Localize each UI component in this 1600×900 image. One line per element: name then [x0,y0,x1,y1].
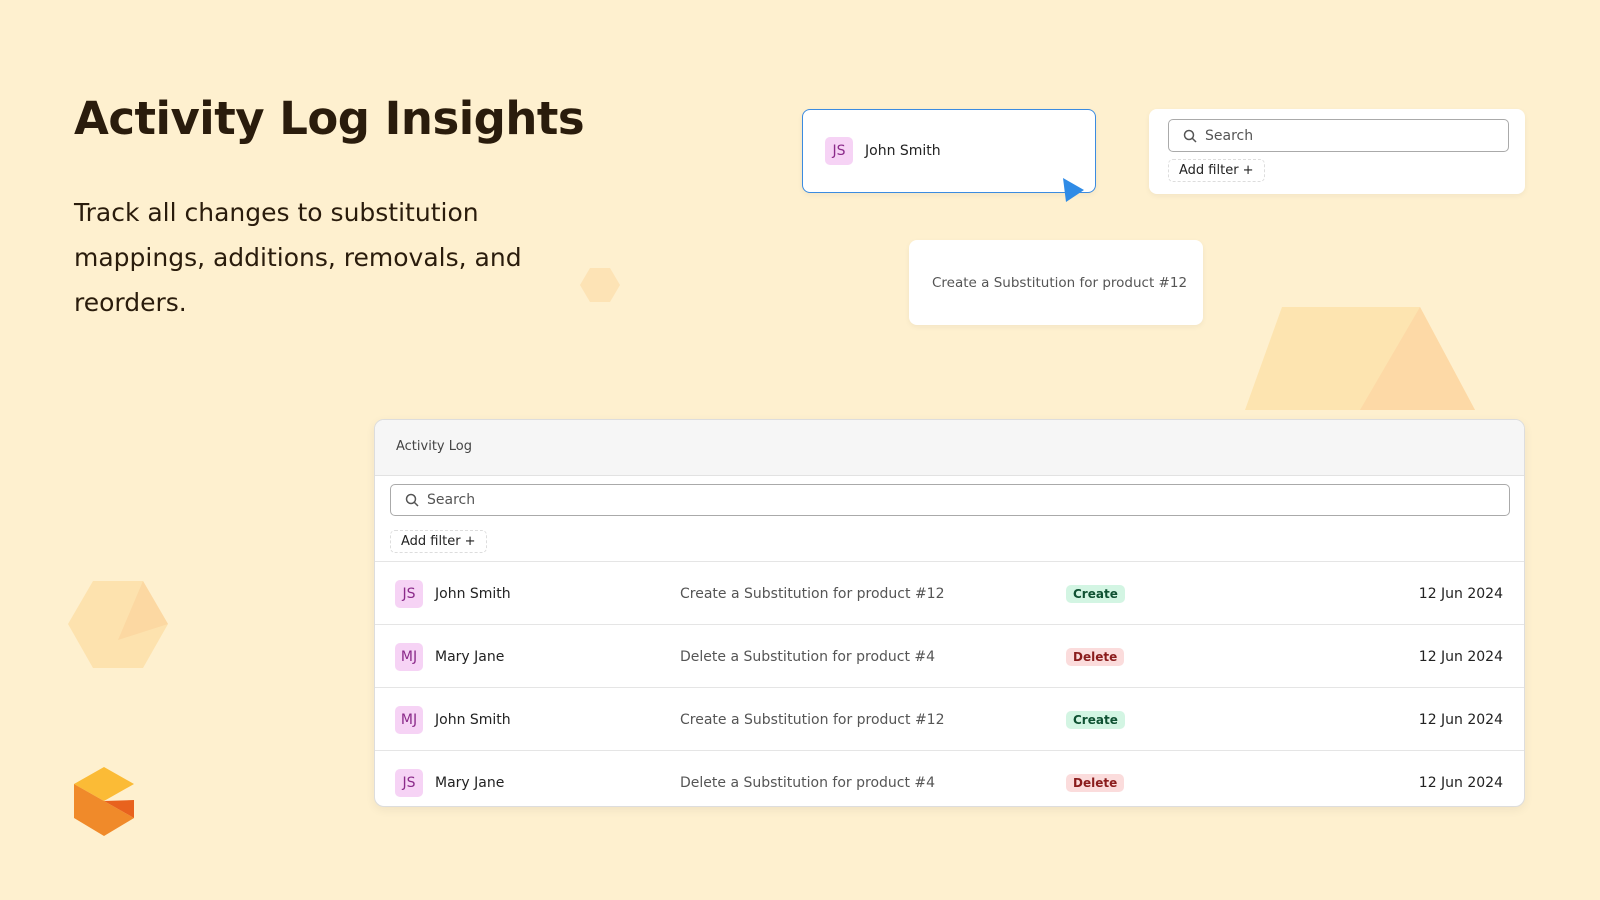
avatar: MJ [395,705,423,734]
action-text: Create a Substitution for product #12 [680,711,945,728]
log-row[interactable]: MJ Mary Jane Delete a Substitution for pro… [375,624,1524,688]
avatar: MJ [395,642,423,671]
action-text: Create a Substitution for product #12 [932,274,1188,291]
add-filter[interactable]: Add filter + [1168,159,1265,182]
cursor [1063,178,1084,202]
user-name: John Smith [865,143,941,159]
search-input[interactable]: Search [390,484,1510,516]
shape [1360,307,1475,410]
date: 12 Jun 2024 [1418,774,1503,791]
title: Activity Log Insights [74,92,585,145]
user-name: John Smith [435,711,511,728]
avatar: JS [395,579,423,608]
action-text: Delete a Substitution for product #4 [680,774,936,791]
hexagon-face [118,581,168,640]
add-filter[interactable]: Add filter + [390,530,487,553]
search-placeholder: Search [427,492,476,508]
avatar: JS [825,137,853,165]
log-row[interactable]: MJ John Smith Create a Substitution for pr… [375,687,1524,751]
log-title: Activity Log [396,439,472,454]
subtitle: Track all changes to substitution mappin… [74,198,522,317]
user-card[interactable]: JS John Smith [802,109,1096,193]
action-card: Create a Substitution for product #12 [909,240,1203,325]
date: 12 Jun 2024 [1418,711,1503,728]
action-text: Create a Substitution for product #12 [680,585,945,602]
log-row[interactable]: JS John Smith Create a Substitution for pr… [375,561,1524,625]
hexagon [580,268,620,302]
action-text: Delete a Substitution for product #4 [680,648,936,665]
search-placeholder: Search [1205,127,1254,144]
log-row[interactable]: JS Mary Jane Delete a Substitution for pro… [375,750,1524,806]
logo [104,800,134,818]
type-badge: Create [1066,710,1125,729]
type-badge: Delete [1066,647,1125,666]
add-filter-label: Add filter [1179,163,1239,178]
log-header: Activity Log [375,420,1524,476]
search-input[interactable]: Search [1168,119,1509,152]
logo [74,784,134,836]
user-name: Mary Jane [435,774,505,791]
type-badge: Create [1066,584,1125,603]
type-badge: Delete [1066,773,1125,792]
add-filter-label: Add filter [401,534,461,549]
user-name: Mary Jane [435,648,505,665]
date: 12 Jun 2024 [1418,585,1503,602]
avatar: JS [395,768,423,797]
user-name: John Smith [435,585,511,602]
search-card: Search Add filter + [1149,109,1525,194]
activity-log: Activity Log Search Add filter + JS John … [374,419,1525,807]
date: 12 Jun 2024 [1418,648,1503,665]
